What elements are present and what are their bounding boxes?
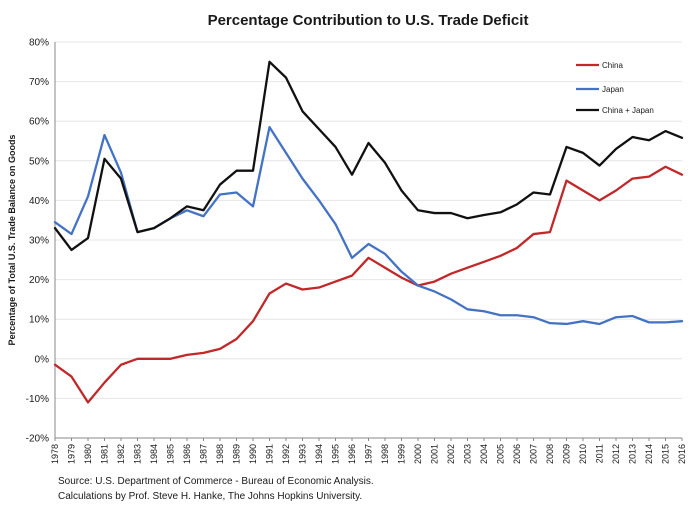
x-tick-label: 2007 [529,444,539,464]
x-tick-label: 1987 [199,444,209,464]
x-tick-label: 2004 [479,444,489,464]
x-tick-label: 2014 [644,444,654,464]
x-tick-label: 1996 [347,444,357,464]
y-tick-label: 50% [29,156,49,167]
x-tick-label: 1998 [380,444,390,464]
x-tick-label: 1985 [166,444,176,464]
x-tick-label: 2005 [496,444,506,464]
x-tick-label: 2015 [661,444,671,464]
y-tick-label: 60% [29,117,49,128]
series-line-china [53,165,684,404]
x-tick-label: 2001 [430,444,440,464]
x-tick-label: 1993 [298,444,308,464]
x-tick-label: 1979 [67,444,77,464]
x-tick-label: 1988 [215,444,225,464]
y-tick-label: -20% [26,434,49,445]
x-tick-label: 1999 [397,444,407,464]
x-tick-label: 1997 [364,444,374,464]
gridlines [54,41,682,439]
chart-title: Percentage Contribution to U.S. Trade De… [208,12,529,29]
y-tick-label: 10% [29,315,49,326]
x-tick-label: 1992 [281,444,291,464]
x-tick-label: 1981 [100,444,110,464]
x-tick-label: 1986 [182,444,192,464]
x-tick-labels: 1978 1979 1980 1981 1982 1983 1984 1985 1986 1987… [50,438,687,464]
x-tick-label: 1983 [133,444,143,464]
x-tick-label: 2002 [446,444,456,464]
y-tick-label: 40% [29,196,49,207]
x-tick-label: 2011 [595,444,605,463]
x-tick-label: 1994 [314,444,324,464]
x-tick-label: 1978 [50,444,60,464]
x-tick-label: 1991 [265,444,275,464]
y-tick-label: 80% [29,38,49,49]
y-tick-label: 0% [35,354,50,365]
x-tick-label: 2003 [463,444,473,464]
y-tick-label: 70% [29,77,49,88]
x-tick-label: 2008 [545,444,555,464]
series-lines [53,60,684,404]
x-tick-label: 1990 [248,444,258,464]
legend-label: China + Japan [602,106,654,115]
y-axis-label: Percentage of Total U.S. Trade Balance o… [7,135,17,346]
legend-label: Japan [602,85,624,94]
y-tick-label: 20% [29,275,49,286]
x-tick-label: 1980 [83,444,93,464]
x-tick-label: 2006 [512,444,522,464]
x-tick-label: 1995 [331,444,341,464]
x-tick-label: 2009 [562,444,572,464]
x-tick-label: 2010 [578,444,588,464]
x-tick-label: 1982 [116,444,126,464]
legend-label: China [602,61,623,70]
x-tick-label: 2016 [677,444,687,464]
y-tick-labels: -20% -10% 0% 10% 20% 30% 40% 50% 60% 70% 80% [26,38,49,445]
x-tick-label: 2013 [628,444,638,464]
series-line-china-japan [53,60,684,252]
y-tick-label: 30% [29,236,49,247]
x-tick-label: 2012 [611,444,621,464]
source-note-line-2: Calculations by Prof. Steve H. Hanke, Th… [58,491,362,502]
x-tick-label: 1984 [149,444,159,464]
y-tick-label: -10% [26,394,49,405]
legend: China Japan China + Japan [576,61,654,115]
x-tick-label: 2000 [413,444,423,464]
x-tick-label: 1989 [232,444,242,464]
source-note-line-1: Source: U.S. Department of Commerce - Bu… [58,476,374,487]
